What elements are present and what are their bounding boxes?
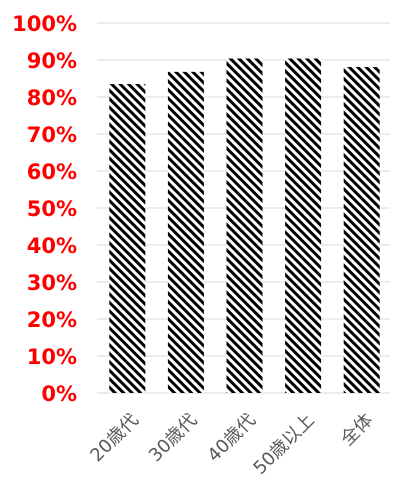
- bar: [226, 58, 263, 394]
- x-tick-label: 40歳代: [204, 410, 261, 467]
- y-tick-label: 90%: [27, 49, 77, 73]
- x-tick-label: 30歳代: [145, 410, 202, 467]
- y-tick-label: 20%: [27, 308, 77, 332]
- y-tick-label: 40%: [27, 234, 77, 258]
- x-tick-label: 20歳代: [86, 410, 143, 467]
- y-tick-label: 10%: [27, 345, 77, 369]
- y-axis-ticks: 0% 10% 20% 30% 40% 50% 60% 70% 80% 90% 100%: [12, 12, 77, 406]
- x-tick-label: 全体: [337, 410, 377, 450]
- x-tick-label: 50歳以上: [249, 410, 318, 479]
- bar: [343, 67, 380, 393]
- bar: [167, 71, 204, 393]
- y-tick-label: 50%: [27, 197, 77, 221]
- y-tick-label: 100%: [12, 12, 77, 36]
- y-tick-label: 30%: [27, 271, 77, 295]
- bar: [285, 58, 322, 394]
- y-tick-label: 70%: [27, 123, 77, 147]
- y-tick-label: 80%: [27, 86, 77, 110]
- bars: [109, 58, 380, 394]
- y-tick-label: 60%: [27, 160, 77, 184]
- bar: [109, 84, 146, 394]
- y-tick-label: 0%: [41, 382, 77, 406]
